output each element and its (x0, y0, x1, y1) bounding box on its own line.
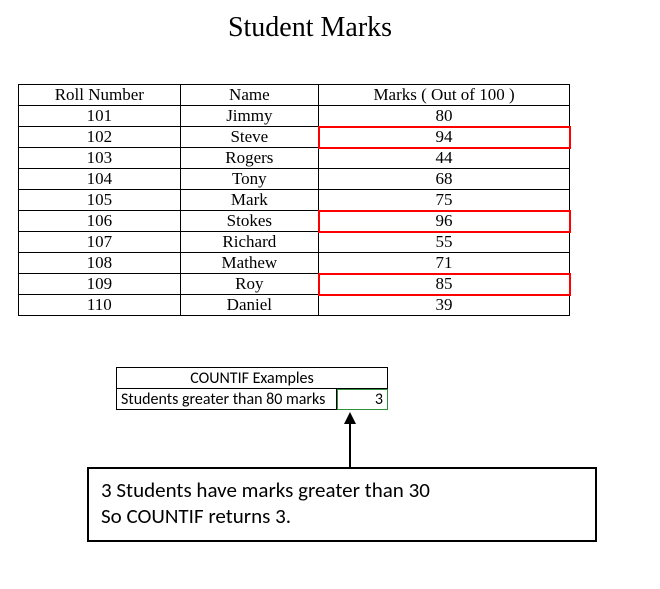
cell-marks: 55 (319, 232, 570, 253)
cell-marks: 80 (319, 106, 570, 127)
marks-table: Roll Number Name Marks ( Out of 100 ) 10… (18, 84, 570, 316)
cell-marks: 75 (319, 190, 570, 211)
cell-roll: 110 (19, 295, 181, 316)
col-header-roll: Roll Number (19, 85, 181, 106)
cell-name: Richard (180, 232, 318, 253)
cell-name: Jimmy (180, 106, 318, 127)
cell-roll: 108 (19, 253, 181, 274)
table-row: 105Mark75 (19, 190, 570, 211)
table-row: 110Daniel39 (19, 295, 570, 316)
col-header-marks: Marks ( Out of 100 ) (319, 85, 570, 106)
cell-name: Roy (180, 274, 318, 295)
cell-roll: 107 (19, 232, 181, 253)
cell-name: Rogers (180, 148, 318, 169)
table-row: 103Rogers44 (19, 148, 570, 169)
cell-name: Mathew (180, 253, 318, 274)
table-row: 101Jimmy80 (19, 106, 570, 127)
cell-marks: 94 (319, 127, 570, 148)
callout-line1: 3 Students have marks greater than 30 (101, 477, 583, 503)
cell-marks: 39 (319, 295, 570, 316)
cell-name: Mark (180, 190, 318, 211)
cell-roll: 105 (19, 190, 181, 211)
cell-marks: 96 (319, 211, 570, 232)
cell-marks: 44 (319, 148, 570, 169)
table-row: 104Tony68 (19, 169, 570, 190)
countif-header: COUNTIF Examples (117, 368, 388, 389)
cell-roll: 109 (19, 274, 181, 295)
cell-name: Daniel (180, 295, 318, 316)
table-row: 108Mathew71 (19, 253, 570, 274)
table-row: 102Steve94 (19, 127, 570, 148)
table-header-row: Roll Number Name Marks ( Out of 100 ) (19, 85, 570, 106)
cell-name: Tony (180, 169, 318, 190)
page-title: Student Marks (0, 0, 660, 44)
cell-name: Stokes (180, 211, 318, 232)
cell-roll: 106 (19, 211, 181, 232)
table-row: 109Roy85 (19, 274, 570, 295)
callout-box: 3 Students have marks greater than 30 So… (87, 467, 597, 542)
cell-roll: 102 (19, 127, 181, 148)
cell-roll: 101 (19, 106, 181, 127)
countif-block: COUNTIF Examples Students greater than 8… (116, 367, 388, 410)
cell-marks: 71 (319, 253, 570, 274)
cell-marks: 85 (319, 274, 570, 295)
table-row: 107Richard55 (19, 232, 570, 253)
cell-name: Steve (180, 127, 318, 148)
callout-line2: So COUNTIF returns 3. (101, 503, 583, 529)
col-header-name: Name (180, 85, 318, 106)
table-row: 106Stokes96 (19, 211, 570, 232)
cell-roll: 104 (19, 169, 181, 190)
countif-label: Students greater than 80 marks (117, 389, 337, 410)
cell-roll: 103 (19, 148, 181, 169)
arrow-icon (340, 412, 360, 468)
cell-marks: 68 (319, 169, 570, 190)
countif-value: 3 (337, 389, 388, 410)
